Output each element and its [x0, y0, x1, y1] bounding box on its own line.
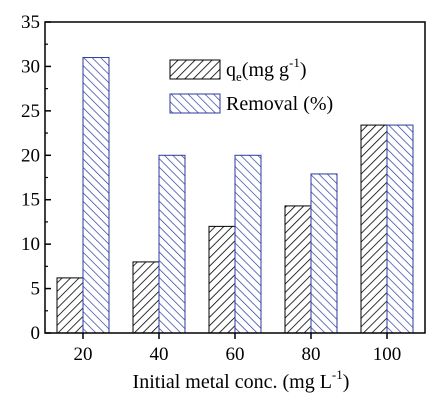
- y-tick-label: 25: [21, 101, 40, 122]
- x-tick-label: 20: [74, 344, 93, 365]
- x-tick-label: 60: [226, 344, 245, 365]
- bar-qe-100: [360, 124, 388, 334]
- bar-removal-20: [82, 57, 110, 334]
- bar-qe-20: [56, 277, 84, 334]
- y-tick-label: 0: [31, 323, 41, 344]
- y-tick-label: 5: [31, 279, 41, 300]
- bar-removal-40: [158, 154, 186, 334]
- legend-swatch-qe: [169, 59, 221, 80]
- bar-qe-60: [208, 225, 236, 334]
- x-tick-label: 100: [373, 344, 402, 365]
- bar-removal-80: [310, 173, 338, 334]
- y-tick-label: 15: [21, 190, 40, 211]
- x-axis: 20 40 60 80 100: [74, 333, 402, 365]
- bar-qe-40: [132, 261, 160, 334]
- x-axis-title: Initial metal conc. (mg L-1): [133, 367, 350, 393]
- bars-layer: [56, 57, 414, 334]
- legend-label-removal: Removal (%): [226, 93, 333, 115]
- y-tick-label: 10: [21, 234, 40, 255]
- x-tick-label: 40: [150, 344, 169, 365]
- bar-removal-100: [386, 124, 414, 334]
- legend-label-qe: qe(mg g-1): [226, 55, 307, 84]
- x-tick-label: 80: [302, 344, 321, 365]
- y-tick-label: 35: [21, 12, 40, 33]
- y-tick-label: 20: [21, 145, 40, 166]
- bar-removal-60: [234, 154, 262, 334]
- y-tick-label: 30: [21, 56, 40, 77]
- legend-swatch-removal: [169, 93, 221, 114]
- y-axis: 0 5 10 15 20 25 30 35: [21, 12, 51, 344]
- legend: qe(mg g-1) Removal (%): [169, 55, 333, 115]
- bar-qe-80: [284, 205, 312, 334]
